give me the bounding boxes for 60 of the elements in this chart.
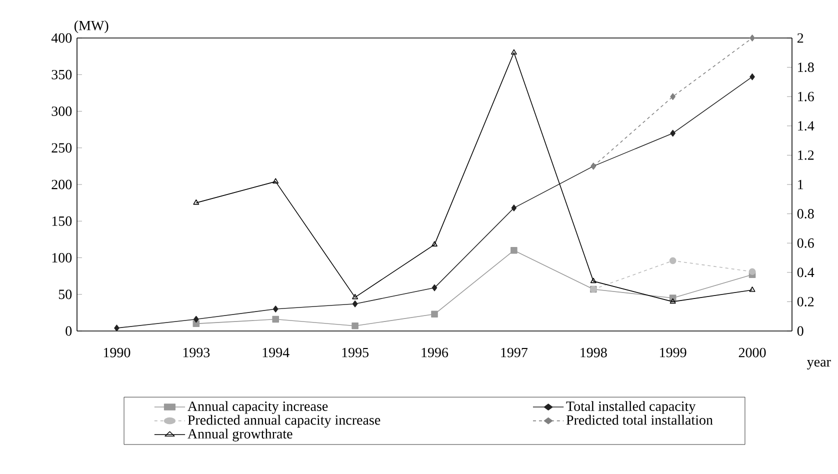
y-tick-label: 200 xyxy=(52,180,72,190)
point xyxy=(590,278,596,284)
x-tick-label: 1993 xyxy=(183,348,210,358)
legend-label: Predicted total installation xyxy=(566,414,713,425)
legend-label: Total installed capacity xyxy=(566,401,696,414)
y2-tick-label: 1.4 xyxy=(798,121,814,131)
x-tick-label: 1995 xyxy=(342,348,369,358)
point xyxy=(670,298,676,304)
y-tick-label: 250 xyxy=(52,143,72,153)
point xyxy=(750,73,755,80)
point xyxy=(511,204,517,212)
x-tick-label: 1997 xyxy=(501,348,528,358)
point xyxy=(432,284,438,292)
x-tick-label: 1999 xyxy=(660,348,686,358)
point xyxy=(749,286,756,292)
point xyxy=(670,93,676,100)
point xyxy=(114,324,120,332)
x-tick-label: 2000 xyxy=(738,348,766,358)
x-tick-label: 1996 xyxy=(422,348,448,358)
legend-label: Annual growthrate xyxy=(188,428,292,442)
x-tick-label: 1994 xyxy=(262,348,290,358)
point xyxy=(431,310,438,318)
y-tick-label: 400 xyxy=(51,33,72,43)
legend-label: Annual capacity increase xyxy=(188,401,328,414)
y-tick-label: 350 xyxy=(52,70,72,80)
y2-tick-label: 0.4 xyxy=(797,268,814,278)
point xyxy=(748,268,756,276)
y2-tick-label: 0.8 xyxy=(797,209,814,219)
y2-tick-label: 0 xyxy=(797,326,804,336)
y2-tick-label: 0.6 xyxy=(797,238,814,248)
point xyxy=(193,199,200,205)
point xyxy=(194,316,199,323)
point xyxy=(272,316,279,323)
y-tick-label: 50 xyxy=(58,290,72,300)
point xyxy=(669,257,676,264)
y-tick-label: 150 xyxy=(52,216,72,226)
y2-tick-label: 2 xyxy=(797,33,804,43)
legend-label: Predicted annual capacity increase xyxy=(188,414,380,428)
y-tick-label: 100 xyxy=(52,253,72,262)
y2-tick-label: 1.6 xyxy=(798,92,814,102)
y2-tick-label: 1.8 xyxy=(798,62,814,72)
y-tick-label: 0 xyxy=(66,326,72,336)
point xyxy=(510,49,517,55)
point xyxy=(510,247,518,254)
x-tick-label: 1990 xyxy=(104,348,130,358)
point xyxy=(750,34,755,42)
y2-tick-label: 0.2 xyxy=(797,296,814,306)
point xyxy=(432,241,438,246)
point xyxy=(670,130,676,137)
point xyxy=(352,294,358,300)
y2-tick-label: 1.2 xyxy=(798,150,814,160)
y2-tick-label: 1 xyxy=(798,180,804,190)
point xyxy=(272,306,278,312)
point xyxy=(352,300,358,308)
point xyxy=(272,178,279,184)
x-axis-title: year xyxy=(807,360,831,370)
point xyxy=(352,322,358,330)
y-tick-label: 300 xyxy=(52,106,72,116)
x-tick-label: 1998 xyxy=(580,348,607,358)
y-axis-title: (MW) xyxy=(74,20,108,34)
